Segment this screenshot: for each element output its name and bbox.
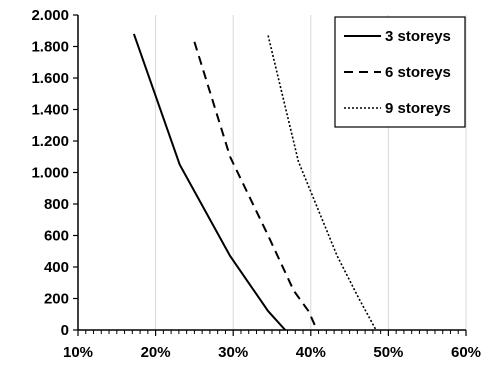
series-line-1 [132, 33, 286, 331]
legend-label: 9 storeys [385, 100, 451, 117]
y-tick-label: 200 [44, 291, 69, 308]
y-tick-label: 1.800 [31, 39, 69, 56]
x-tick-label: 10% [63, 344, 93, 361]
y-tick-label: 1.400 [31, 102, 69, 119]
y-tick-label: 800 [44, 196, 69, 213]
series-line-2 [193, 41, 318, 331]
y-tick-label: 1.600 [31, 70, 69, 87]
y-tick-label: 0 [61, 322, 69, 339]
x-tick-label: 20% [141, 344, 171, 361]
legend: 3 storeys 6 storeys 9 storeys [334, 16, 466, 128]
x-tick-label: 50% [373, 344, 403, 361]
y-tick-label: 1.000 [31, 165, 69, 182]
series-lines [132, 33, 377, 331]
x-tick-label: 30% [218, 344, 248, 361]
x-axis-ticks: 10% 20% 30% 40% 50% 60% [63, 330, 481, 361]
y-tick-label: 600 [44, 228, 69, 245]
y-tick-label: 2.000 [31, 7, 69, 24]
y-tick-label: 400 [44, 259, 69, 276]
y-axis-ticks: 0 200 400 600 800 1.000 1.200 1.400 1.600 1.800 2.… [31, 7, 78, 339]
legend-label: 6 storeys [385, 64, 451, 81]
x-tick-label: 60% [451, 344, 481, 361]
x-tick-label: 40% [296, 344, 326, 361]
y-tick-label: 1.200 [31, 133, 69, 150]
legend-label: 3 storeys [385, 28, 451, 45]
